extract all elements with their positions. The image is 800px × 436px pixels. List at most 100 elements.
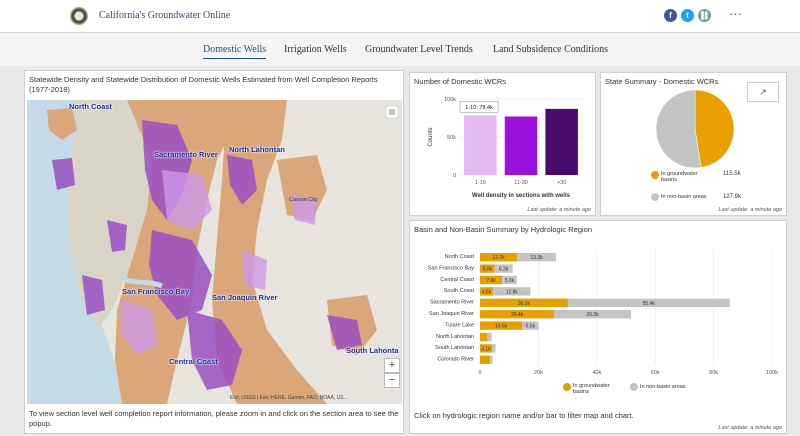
basin-category-label[interactable]: San Joaquin River xyxy=(429,311,474,317)
summary-panel: State Summary - Domestic WCRs ↗ In groun… xyxy=(600,72,787,216)
state-seal-logo xyxy=(70,7,88,25)
map-label-central-coast: Central Coast xyxy=(169,357,218,366)
basin-bar-label: 13.3k xyxy=(530,255,543,261)
summary-pie-chart[interactable] xyxy=(655,89,735,169)
basin-bar-label: 6.2k xyxy=(499,267,509,273)
wcr-xlabel: Well density in sections with wells xyxy=(472,193,571,199)
basin-xtick-label: 20k xyxy=(534,370,543,376)
wcr-bar-0[interactable] xyxy=(464,115,497,175)
basin-category-label[interactable]: North Coast xyxy=(445,254,475,260)
tab-groundwater-level-trends[interactable]: Groundwater Level Trends xyxy=(365,44,473,55)
legend-basin-swatch xyxy=(651,171,659,179)
export-icon[interactable]: ↗ xyxy=(747,82,779,102)
link-icon[interactable]: ⛓ xyxy=(698,9,711,22)
legend-nonbasin-value: 127.9k xyxy=(723,194,742,200)
basin-bar-0-4[interactable] xyxy=(480,298,568,307)
basin-bar-1-8[interactable] xyxy=(491,344,496,353)
basin-category-label[interactable]: Sacramento River xyxy=(430,300,474,306)
map-panel: Statewide Density and Statewide Distribu… xyxy=(24,70,404,434)
basin-bar-label: 55.4k xyxy=(643,301,656,307)
basin-category-label[interactable]: Colorado River xyxy=(437,357,474,363)
basin-bar-0-1[interactable] xyxy=(480,264,495,273)
wcr-chart-title: Number of Domestic WCRs xyxy=(414,77,507,86)
basin-bar-label: 4.5k xyxy=(482,289,492,295)
wcr-bar-2[interactable] xyxy=(545,108,578,175)
basin-xtick-label: 0 xyxy=(478,370,481,376)
basin-category-label[interactable]: South Coast xyxy=(444,288,475,294)
basin-legend-basin-label: In groundwater basins xyxy=(573,383,610,395)
basin-bar-0-8[interactable] xyxy=(480,344,492,353)
basin-bar-label: 26.3k xyxy=(586,312,599,318)
wcr-bar-chart[interactable]: 0 50k 100k Counts 1-10 11-30 >30 Well density i… xyxy=(410,89,595,201)
basin-bar-1-1[interactable] xyxy=(494,264,513,273)
basin-bar-label: 14.5k xyxy=(495,324,508,330)
wcr-ytick-label: 100k xyxy=(444,97,456,103)
map-footer-text: To view section level well completion re… xyxy=(29,409,399,428)
basin-bar-1-0[interactable] xyxy=(517,253,556,262)
basin-category-label[interactable]: San Francisco Bay xyxy=(428,265,474,271)
pie-slice-0[interactable] xyxy=(694,89,735,168)
basin-bar-0-7[interactable] xyxy=(480,332,488,342)
basin-bar-1-5[interactable] xyxy=(554,310,631,319)
tab-domestic-wells[interactable]: Domestic Wells xyxy=(203,44,267,59)
pie-slice-1[interactable] xyxy=(655,89,702,169)
wcr-ytick-label: 50k xyxy=(447,135,456,141)
legend-nonbasin-label: In non-basin areas xyxy=(661,194,707,200)
basin-bar-1-4[interactable] xyxy=(567,298,730,307)
tab-irrigation-wells[interactable]: Irrigation Wells xyxy=(284,44,347,55)
map-label-south-lahontan: South Lahonta xyxy=(346,346,399,355)
map-place-carson-city: Carson City xyxy=(289,197,318,203)
basin-category-label[interactable]: Central Coast xyxy=(440,277,474,283)
tab-land-subsidence-conditions[interactable]: Land Subsidence Conditions xyxy=(493,44,608,55)
basin-bar-0-9[interactable] xyxy=(480,355,491,364)
basin-bar-label: 12.8k xyxy=(506,289,519,295)
basin-bar-0-6[interactable] xyxy=(480,321,523,330)
wcr-last-update: Last update: a minute ago xyxy=(527,207,591,213)
basin-bar-chart[interactable]: 0 20k 40k 60k 80k 100k North Coast 12.7k 13.3k Sa… xyxy=(410,239,786,401)
map-attribution: Esri, USGS | Esri, HERE, Garmin, FAO, NO… xyxy=(230,395,348,401)
wcr-xtick-label: >30 xyxy=(557,180,566,186)
basin-legend-nonbasin-swatch xyxy=(630,383,638,391)
basin-xtick-label: 80k xyxy=(709,370,718,376)
basin-bar-label: 4.1k xyxy=(481,346,491,352)
top-bar: California's Groundwater Online f t ⛓ ··… xyxy=(0,0,800,33)
basin-category-label[interactable]: Tulare Lake xyxy=(445,322,474,328)
basin-bar-0-0[interactable] xyxy=(480,253,518,262)
basin-legend-nonbasin-label: In non-basin areas xyxy=(640,384,686,390)
wcr-bar-1[interactable] xyxy=(504,116,538,175)
basin-bar-label: 5.5k xyxy=(526,324,536,330)
basin-bar-label: 7.6k xyxy=(486,278,496,284)
legend-basin-label: In groundwater basins xyxy=(661,171,698,183)
app-title: California's Groundwater Online xyxy=(99,10,231,21)
basin-bar-0-2[interactable] xyxy=(480,275,503,285)
wcr-xtick-label: 1-10 xyxy=(475,180,486,186)
basin-bar-0-3[interactable] xyxy=(480,287,494,296)
basin-panel: Basin and Non-Basin Summary by Hydrologi… xyxy=(409,220,787,434)
map-view[interactable] xyxy=(27,100,402,404)
basin-category-label[interactable]: South Lahontan xyxy=(435,345,474,351)
basin-bar-label: 5.0k xyxy=(505,278,515,284)
zoom-in-button[interactable]: + xyxy=(384,358,400,373)
basin-xtick-label: 60k xyxy=(651,370,660,376)
wcr-tooltip xyxy=(459,101,499,113)
zoom-out-button[interactable]: − xyxy=(384,373,400,388)
basin-bar-label: 25.4k xyxy=(511,312,524,318)
basin-bar-1-6[interactable] xyxy=(522,321,539,330)
tab-bar: Domestic Wells Irrigation Wells Groundwa… xyxy=(0,33,800,66)
map-label-san-francisco-bay: San Francisco Bay xyxy=(122,287,190,296)
basin-bar-1-9[interactable] xyxy=(490,355,493,364)
legend-nonbasin-swatch xyxy=(651,193,659,201)
basin-bar-0-5[interactable] xyxy=(480,310,555,319)
wcr-ylabel: Counts xyxy=(428,127,434,146)
basin-bar-1-3[interactable] xyxy=(493,287,531,296)
twitter-icon[interactable]: t xyxy=(681,9,694,22)
basin-bar-1-2[interactable] xyxy=(502,275,517,285)
basin-last-update: Last update: a minute ago xyxy=(718,425,782,431)
facebook-icon[interactable]: f xyxy=(664,9,677,22)
basin-bar-label: 12.7k xyxy=(492,255,505,261)
basin-bar-label: 30.1k xyxy=(518,301,531,307)
basin-footer-text: Click on hydrologic region name and/or b… xyxy=(414,411,634,420)
basin-category-label[interactable]: North Lahontan xyxy=(436,334,474,340)
more-menu-icon[interactable]: ··· xyxy=(729,6,742,21)
basin-bar-1-7[interactable] xyxy=(487,332,492,342)
